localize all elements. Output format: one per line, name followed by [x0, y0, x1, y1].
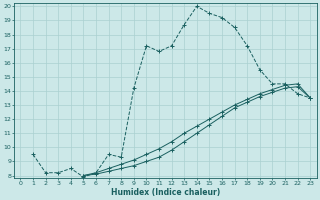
- X-axis label: Humidex (Indice chaleur): Humidex (Indice chaleur): [111, 188, 220, 197]
